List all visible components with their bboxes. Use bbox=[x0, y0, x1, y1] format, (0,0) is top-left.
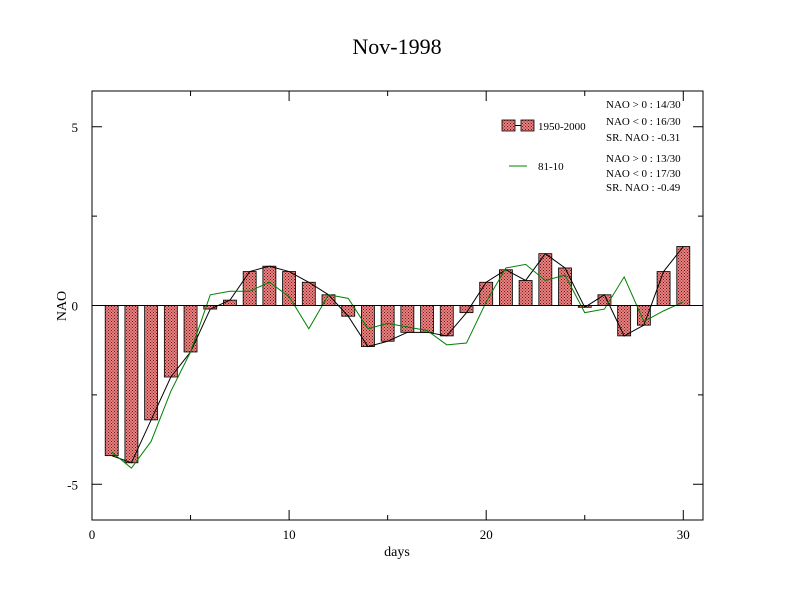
y-axis-label: NAO bbox=[55, 291, 70, 321]
y-tick-label-5: 5 bbox=[72, 120, 79, 135]
line-series bbox=[111, 246, 684, 469]
legend-label-bars: 1950-2000 bbox=[538, 121, 586, 133]
chart-title: Nov-1998 bbox=[352, 34, 441, 59]
stats1-sr: SR. NAO : -0.31 bbox=[606, 132, 680, 144]
bar-day-22 bbox=[518, 280, 533, 306]
bar-day-4 bbox=[163, 305, 178, 378]
bar-day-3 bbox=[144, 305, 159, 421]
legend: 1950-2000 81-10 bbox=[501, 119, 586, 173]
axis-ticks: 0 10 20 30 -5 0 5 bbox=[67, 91, 703, 542]
stats1-positive: NAO > 0 : 14/30 bbox=[606, 99, 681, 111]
bar-day-27 bbox=[617, 305, 632, 337]
bar-day-28 bbox=[636, 305, 651, 326]
stats2-negative: NAO < 0 : 17/30 bbox=[606, 168, 681, 180]
legend-bar-swatch-2 bbox=[520, 119, 535, 132]
y-tick-label--5: -5 bbox=[67, 477, 78, 492]
bar-day-8 bbox=[242, 271, 257, 306]
bar-day-1 bbox=[104, 305, 119, 457]
bar-day-16 bbox=[400, 305, 415, 333]
stats1-negative: NAO < 0 : 16/30 bbox=[606, 116, 681, 128]
bar-day-10 bbox=[282, 271, 296, 306]
x-tick-label-10: 10 bbox=[283, 527, 296, 542]
bar-day-17 bbox=[420, 305, 434, 333]
x-tick-label-0: 0 bbox=[89, 527, 96, 542]
stats2-positive: NAO > 0 : 13/30 bbox=[606, 153, 681, 165]
x-tick-label-30: 30 bbox=[677, 527, 690, 542]
line-series-81-10 bbox=[111, 263, 684, 469]
bar-day-2 bbox=[124, 305, 139, 464]
legend-label-line: 81-10 bbox=[538, 161, 564, 173]
bar-day-19 bbox=[459, 305, 474, 314]
bar-day-30 bbox=[676, 246, 691, 306]
stats-block-1: NAO > 0 : 14/30 NAO < 0 : 16/30 SR. NAO … bbox=[606, 99, 681, 144]
bar-day-18 bbox=[439, 305, 454, 337]
stats2-sr: SR. NAO : -0.49 bbox=[606, 182, 681, 194]
bar-series-line bbox=[111, 246, 684, 464]
legend-bar-swatch-1 bbox=[501, 119, 516, 132]
bar-day-24 bbox=[558, 267, 572, 306]
bar-series bbox=[104, 246, 691, 464]
x-axis-label: days bbox=[384, 545, 410, 560]
bar-day-29 bbox=[656, 271, 671, 306]
bar-day-7 bbox=[223, 299, 237, 306]
bar-day-5 bbox=[183, 305, 198, 353]
y-tick-label-0: 0 bbox=[72, 299, 79, 314]
x-tick-label-20: 20 bbox=[480, 527, 493, 542]
bar-day-11 bbox=[301, 281, 316, 306]
stats-block-2: NAO > 0 : 13/30 NAO < 0 : 17/30 SR. NAO … bbox=[606, 153, 681, 194]
